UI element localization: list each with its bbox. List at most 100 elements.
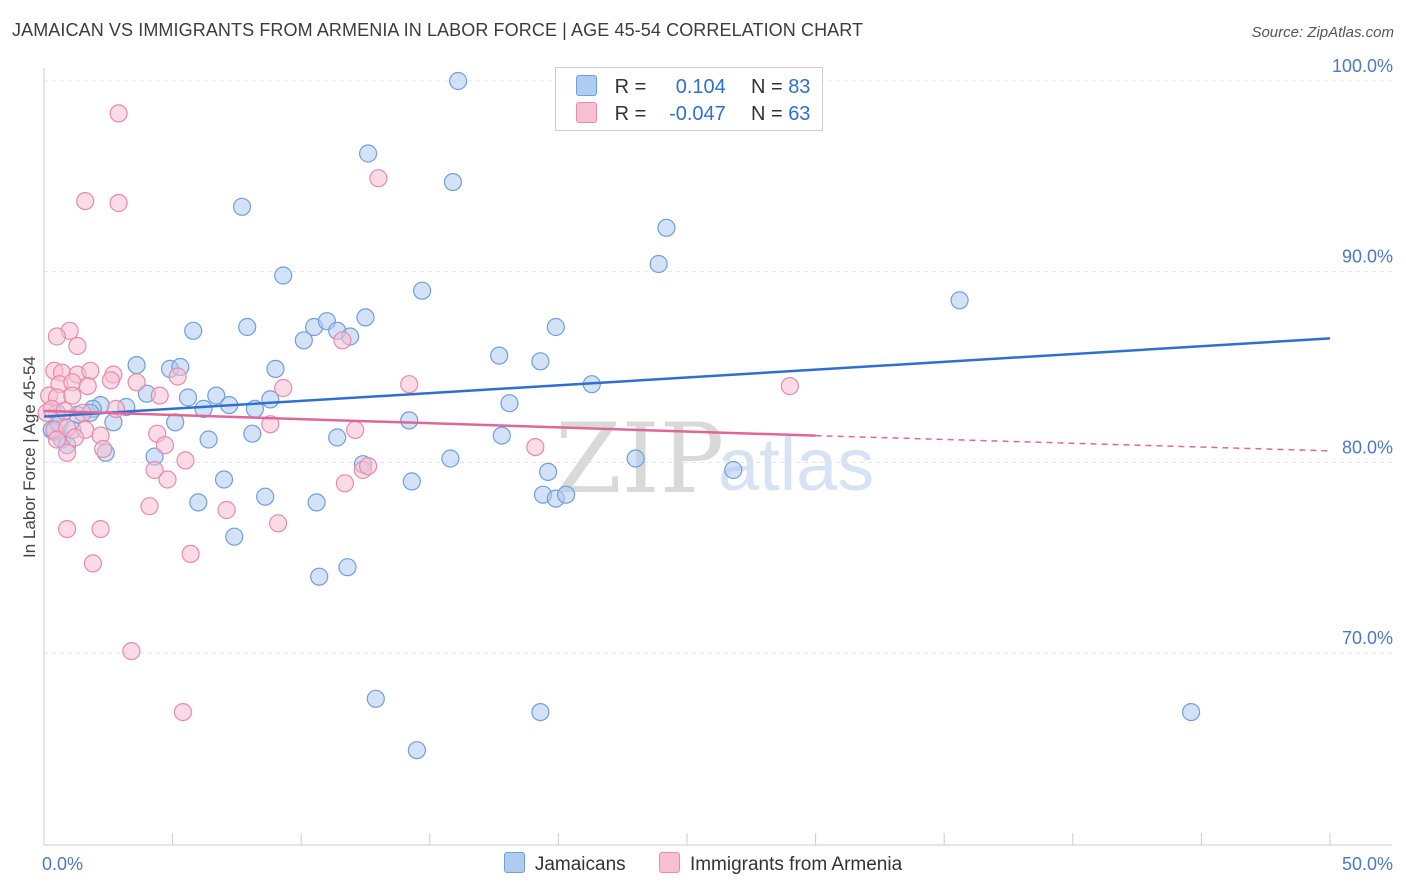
armenia-point [333,331,352,350]
watermark-atlas: atlas [718,423,874,506]
jamaican-point [359,144,378,163]
legend-swatch-armenia [576,102,597,123]
legend-r-label: R = [614,103,647,125]
armenia-point [106,399,126,418]
legend-n-value: 83 [788,76,811,98]
chart-title: JAMAICAN VS IMMIGRANTS FROM ARMENIA IN L… [12,20,864,40]
armenia-point [78,377,97,396]
legend-r-value: -0.047 [669,103,726,125]
armenia-point [150,386,169,405]
armenia-point [526,438,545,457]
jamaican-point [649,254,668,274]
y-tick-label: 70.0% [1342,628,1393,648]
legend-n-label: N = [750,103,783,125]
jamaican-point [184,321,203,340]
jamaican-point [724,460,743,480]
armenia-point [140,497,159,516]
armenia-trend-extension [815,434,1331,452]
jamaican-point [266,359,285,378]
legend-r-value: 0.104 [675,76,726,98]
legend-row-armenia: R = -0.047 N = 63 [576,102,810,126]
legend-row-jamaicans: R = 0.104 N = 83 [576,75,810,99]
armenia-point [335,474,354,493]
jamaican-point [1181,702,1201,722]
jamaican-point [400,411,419,430]
jamaican-point [166,413,185,432]
jamaican-point [256,487,275,506]
legend-label-jamaicans: Jamaicans [534,854,626,875]
jamaican-point [338,558,357,577]
armenia-point [158,470,177,489]
armenia-point [122,641,141,661]
armenia-point [346,420,365,439]
legend-label-armenia: Immigrants from Armenia [689,854,903,875]
jamaican-point [546,317,565,337]
series-legend: Jamaicans Immigrants from Armenia [0,852,1406,876]
jamaican-point [310,567,329,586]
jamaican-point [441,449,460,468]
y-tick-label: 80.0% [1342,437,1393,457]
jamaican-point [490,346,509,365]
jamaican-point [127,356,146,375]
jamaican-point [402,472,421,491]
jamaican-point [500,394,519,413]
jamaican-point [531,352,550,371]
jamaican-point [413,281,432,300]
armenia-point [359,457,378,476]
jamaican-point [492,426,511,445]
jamaican-point [294,331,313,350]
jamaican-point [178,388,198,407]
legend-item-armenia: Immigrants from Armenia [658,852,903,876]
jamaican-point [243,424,262,443]
jamaican-point [238,317,257,337]
jamaican-trend-line [43,337,1331,418]
armenia-point [47,327,67,346]
jamaican-point [356,308,375,327]
armenia-point [94,439,113,459]
jamaican-point [232,197,252,216]
x-tick-label: 50.0% [1342,854,1393,874]
legend-swatch-jamaicans [576,75,597,96]
armenia-point [269,514,288,533]
jamaican-point [274,266,293,285]
armenia-point [101,371,121,390]
jamaican-point [443,173,462,192]
correlation-legend: R = 0.104 N = 83 R = -0.047 N = 63 [555,67,823,131]
jamaican-point [531,702,550,722]
jamaican-point [214,470,234,489]
armenia-point [168,367,187,386]
armenia-point [83,554,103,573]
legend-n-label: N = [750,76,783,98]
jamaican-point [407,741,426,760]
y-axis-title: In Labor Force | Age 45-54 [20,356,39,558]
armenia-point [63,386,82,405]
armenia-point [65,428,85,447]
jamaican-point [328,428,347,447]
jamaican-point [307,493,326,512]
jamaican-point [449,71,468,91]
armenia-point [173,702,192,722]
x-tick-label: 0.0% [42,854,83,874]
armenia-trend-line [43,409,816,437]
armenia-point [145,460,164,480]
armenia-point [181,544,200,564]
armenia-point [76,192,95,211]
armenia-point [127,373,146,392]
armenia-point [274,378,293,398]
jamaican-point [207,386,226,405]
armenia-point [400,375,419,394]
jamaican-point [950,291,969,310]
y-tick-label: 100.0% [1332,56,1393,76]
armenia-point [68,336,87,356]
jamaican-point [366,689,385,708]
jamaican-point [194,399,213,418]
legend-n-value: 63 [788,103,811,125]
axes [43,68,1392,846]
jamaican-point [225,527,244,546]
armenia-point [261,415,280,434]
watermark: ZIP atlas [555,403,874,515]
armenia-point [81,361,100,380]
legend-swatch-armenia [658,852,680,873]
armenia-point [57,443,77,462]
